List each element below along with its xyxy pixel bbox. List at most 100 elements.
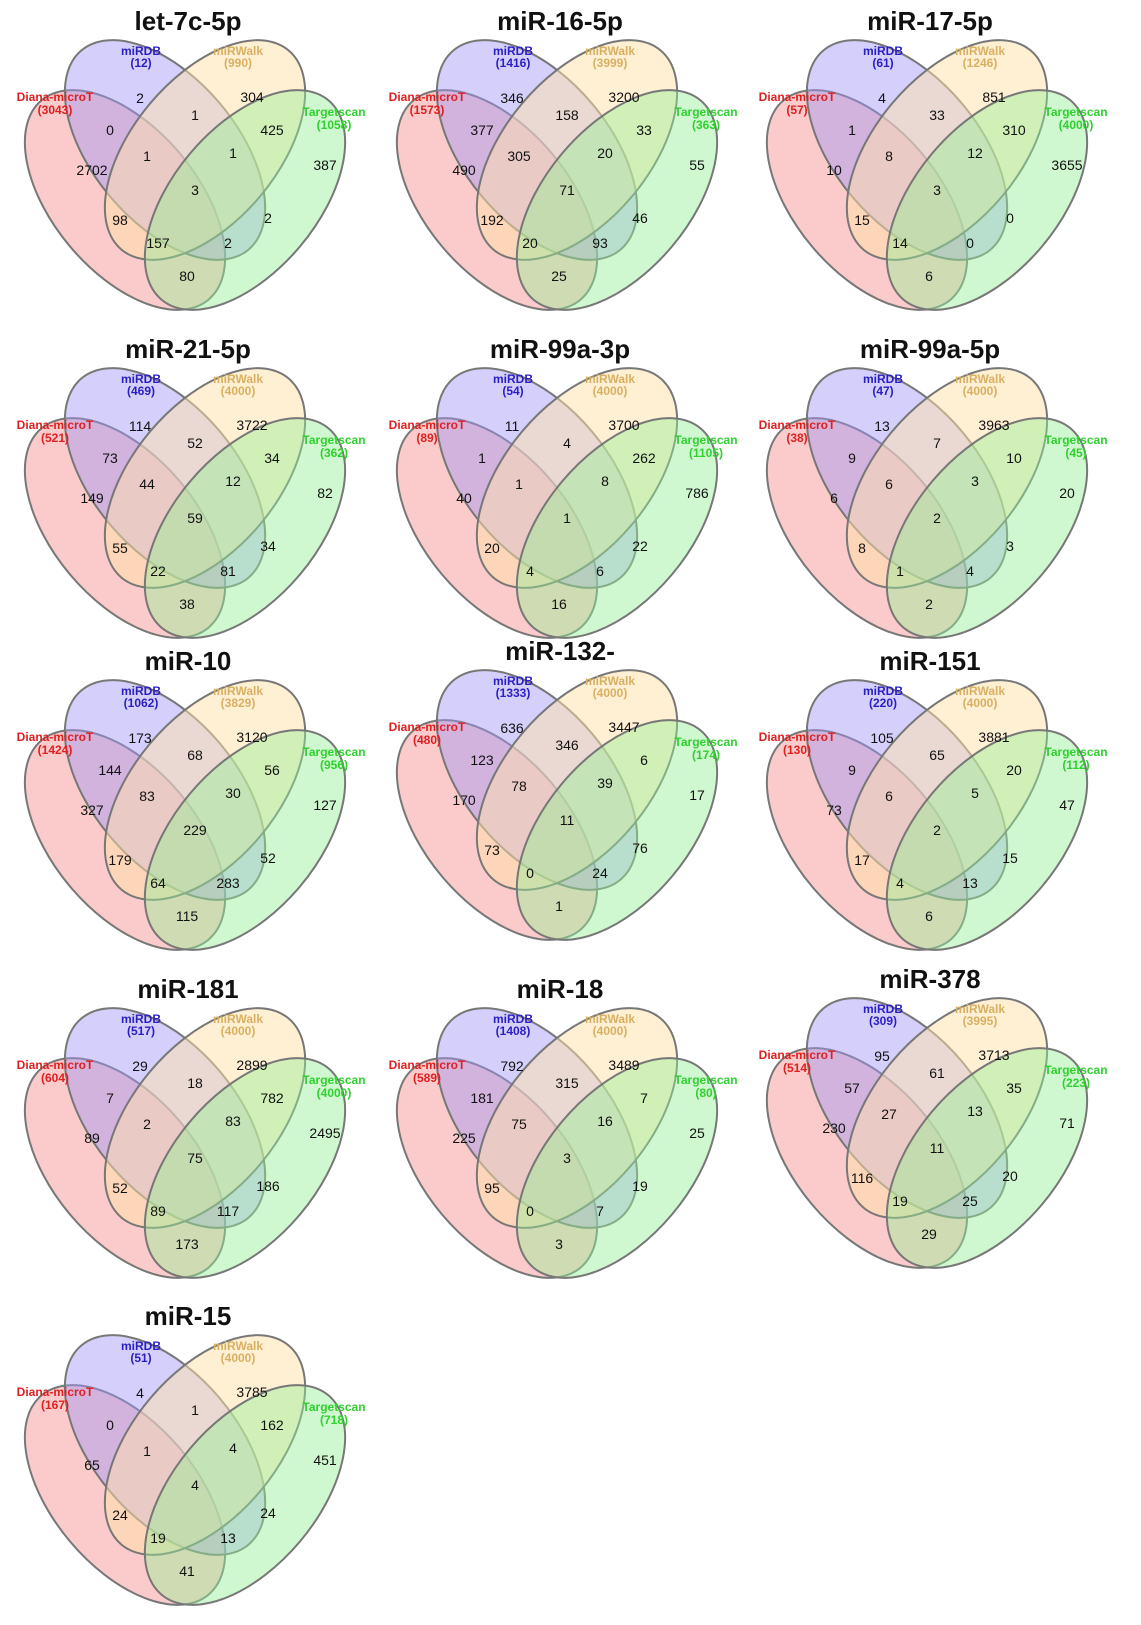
region-count-db: 0 <box>106 1417 114 1433</box>
set-count-targetscan: (363) <box>692 118 720 132</box>
region-count-dbwt: 3 <box>191 182 199 198</box>
region-count-db: 7 <box>106 1090 114 1106</box>
region-count-bwt: 30 <box>225 785 241 801</box>
set-count-mirwalk: (4000) <box>963 384 998 398</box>
region-count-w: 3700 <box>608 417 639 433</box>
region-count-dbw: 2 <box>143 1116 151 1132</box>
region-count-w: 3200 <box>608 89 639 105</box>
region-count-dbt: 0 <box>966 235 974 251</box>
set-count-mirdb: (54) <box>502 384 523 398</box>
region-count-dw: 52 <box>112 1180 128 1196</box>
set-count-mirwalk: (990) <box>224 56 252 70</box>
region-count-d: 40 <box>456 490 472 506</box>
region-count-bt: 15 <box>1002 850 1018 866</box>
venn-title: miR-181 <box>137 974 238 1004</box>
set-count-targetscan: (956) <box>320 758 348 772</box>
set-label-diana: Diana-microT <box>389 1058 466 1072</box>
ellipse-mirwalk <box>103 1007 307 1229</box>
ellipse-targetscan <box>143 89 347 311</box>
region-count-dwt: 1 <box>896 563 904 579</box>
set-count-mirdb: (517) <box>127 1024 155 1038</box>
venn-panel-mir-18: miR-18 Diana-microT (589) miRDB (1408) miRWal… <box>372 968 752 1298</box>
set-count-targetscan: (4000) <box>317 1086 352 1100</box>
region-count-d: 89 <box>84 1130 100 1146</box>
region-count-bwt: 5 <box>971 785 979 801</box>
set-count-targetscan: (362) <box>320 446 348 460</box>
region-count-dbw: 1 <box>143 148 151 164</box>
region-count-t: 55 <box>689 157 705 173</box>
region-count-t: 20 <box>1059 485 1075 501</box>
region-count-dbw: 8 <box>885 148 893 164</box>
region-count-dbwt: 71 <box>559 182 575 198</box>
set-label-mirdb: miRDB <box>493 674 533 688</box>
set-label-mirwalk: miRWalk <box>213 44 263 58</box>
ellipse-mirwalk <box>103 679 307 901</box>
region-count-bt: 186 <box>256 1178 280 1194</box>
region-count-dwt: 157 <box>146 235 170 251</box>
set-label-targetscan: Targetscan <box>302 1073 365 1087</box>
set-label-targetscan: Targetscan <box>302 105 365 119</box>
set-count-mirdb: (1062) <box>124 696 159 710</box>
region-count-db: 0 <box>106 122 114 138</box>
venn-diagram: miR-132- Diana-microT(480) miRDB(1333) miRW… <box>389 636 738 941</box>
venn-diagram: miR-181 Diana-microT(604) miRDB(517) miRWal… <box>17 974 366 1279</box>
set-count-mirdb: (61) <box>872 56 893 70</box>
set-label-targetscan: Targetscan <box>302 1400 365 1414</box>
region-count-wt: 782 <box>260 1090 284 1106</box>
region-count-db: 9 <box>848 450 856 466</box>
region-count-b: 114 <box>129 418 152 434</box>
venn-panel-mir-181: miR-181 Diana-microT (604) miRDB (517) miRWal… <box>0 968 380 1298</box>
region-count-bwt: 39 <box>597 775 613 791</box>
region-count-dt: 6 <box>925 908 933 924</box>
region-count-d: 149 <box>80 490 104 506</box>
region-count-t: 3655 <box>1051 157 1082 173</box>
region-count-bt: 3 <box>1006 538 1014 554</box>
region-count-dw: 55 <box>112 540 128 556</box>
set-count-mirdb: (1416) <box>496 56 531 70</box>
set-label-mirdb: miRDB <box>121 44 161 58</box>
region-count-dbw: 6 <box>885 476 893 492</box>
region-count-dwt: 14 <box>892 235 908 251</box>
region-count-bw: 68 <box>187 747 203 763</box>
region-count-dbwt: 75 <box>187 1150 203 1166</box>
region-count-d: 10 <box>826 162 842 178</box>
region-count-dt: 1 <box>555 898 563 914</box>
region-count-bt: 76 <box>632 840 648 856</box>
region-count-w: 3120 <box>236 729 267 745</box>
ellipse-targetscan <box>885 417 1089 639</box>
region-count-wt: 35 <box>1006 1080 1022 1096</box>
set-count-diana: (38) <box>786 431 807 445</box>
ellipse-targetscan <box>515 417 719 639</box>
region-count-wt: 425 <box>260 122 284 138</box>
ellipse-targetscan <box>885 89 1089 311</box>
region-count-dbt: 6 <box>596 563 604 579</box>
region-count-db: 57 <box>844 1080 860 1096</box>
set-label-diana: Diana-microT <box>17 418 94 432</box>
region-count-b: 11 <box>505 418 520 434</box>
region-count-dbwt: 2 <box>933 510 941 526</box>
region-count-bw: 65 <box>929 747 945 763</box>
venn-diagram: let-7c-5p Diana-microT(3043) miRDB(12) miRW… <box>17 6 366 311</box>
set-count-diana: (89) <box>416 431 437 445</box>
region-count-dwt: 4 <box>526 563 534 579</box>
set-label-diana: Diana-microT <box>17 1058 94 1072</box>
region-count-bw: 158 <box>555 107 579 123</box>
venn-title: miR-151 <box>879 646 980 676</box>
set-count-mirwalk: (4000) <box>963 696 998 710</box>
venn-panel-mir-16-5p: miR-16-5p Diana-microT (1573) miRDB (1416) mi… <box>372 0 752 330</box>
region-count-t: 786 <box>685 485 709 501</box>
region-count-bwt: 12 <box>967 145 983 161</box>
set-count-mirwalk: (3995) <box>963 1014 998 1028</box>
venn-diagram: miR-99a-3p Diana-microT(89) miRDB(54) miRWa… <box>389 334 738 639</box>
region-count-d: 327 <box>80 802 104 818</box>
region-count-dwt: 0 <box>526 865 534 881</box>
set-count-targetscan: (718) <box>320 1413 348 1427</box>
set-count-mirwalk: (4000) <box>593 384 628 398</box>
region-count-bwt: 3 <box>971 473 979 489</box>
region-count-dbw: 6 <box>885 788 893 804</box>
set-label-diana: Diana-microT <box>759 418 836 432</box>
region-count-bt: 22 <box>632 538 648 554</box>
venn-panel-mir-151: miR-151 Diana-microT (130) miRDB (220) miRWal… <box>742 640 1122 970</box>
region-count-dbwt: 59 <box>187 510 203 526</box>
set-count-diana: (130) <box>783 743 811 757</box>
